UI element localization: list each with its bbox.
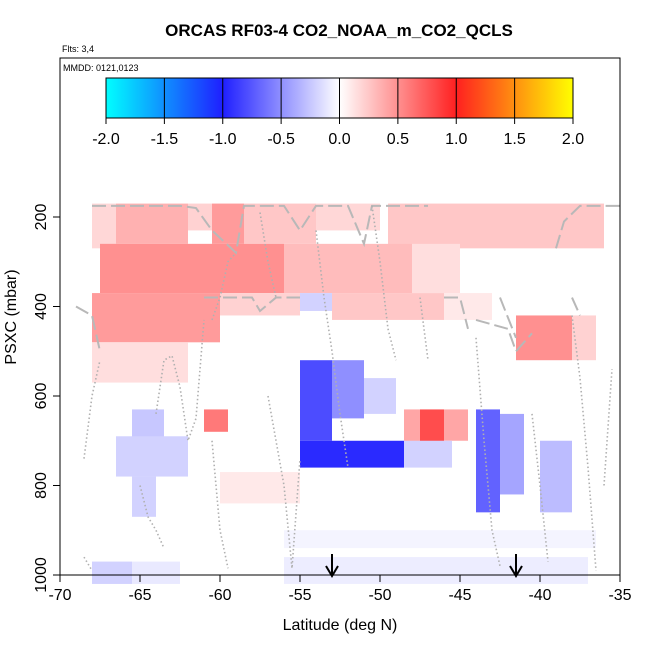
colorbar-tick-label: 0.5 <box>387 131 409 148</box>
flight-track-level-segment <box>75 305 101 352</box>
flight-track-level-segment <box>555 204 620 249</box>
heatmap-cell <box>100 243 284 294</box>
date-label: MMDD: 0121,0123 <box>63 63 139 73</box>
y-tick-label: 600 <box>33 383 50 410</box>
y-tick-label: 800 <box>33 472 50 499</box>
y-axis: 200 400 600 800 1000 <box>33 204 60 593</box>
x-tick-label: -55 <box>288 587 311 604</box>
heatmap-cell <box>132 561 180 584</box>
flight-track-profile-segment <box>371 205 397 361</box>
flight-track-profile-segment <box>83 360 101 459</box>
heatmap-cell <box>220 293 300 316</box>
flight-track-profile-segment <box>419 297 429 361</box>
flight-track-profile-segment <box>267 395 301 569</box>
colorbar-tick-label: 2.0 <box>562 131 584 148</box>
colorbar-tick-label: -1.0 <box>209 131 237 148</box>
heatmap-cell <box>92 342 188 383</box>
heatmap-cell <box>516 315 572 361</box>
transect-markers <box>325 554 523 578</box>
heatmap-cell <box>540 440 572 513</box>
colorbar-tick-label: -1.5 <box>151 131 179 148</box>
chart-title: ORCAS RF03-4 CO2_NOAA_m_CO2_QCLS <box>165 21 513 40</box>
flight-track-level-segment <box>92 204 428 255</box>
flight-track-profile-segment <box>531 413 549 562</box>
heatmap-cell <box>284 243 412 294</box>
flight-track-profile-segment <box>139 485 165 549</box>
heatmap-cell <box>572 315 596 361</box>
x-tick-label: -40 <box>528 587 551 604</box>
y-tick-label: 1000 <box>33 557 50 593</box>
heatmap-cell <box>220 472 300 504</box>
x-axis-label: Latitude (deg N) <box>283 617 398 634</box>
colorbar-tick-label: 1.0 <box>445 131 467 148</box>
x-tick-label: -65 <box>128 587 151 604</box>
transect-arrow-marker <box>509 554 523 578</box>
flight-track-profile-segment <box>259 212 277 298</box>
heatmap-cell <box>204 409 228 432</box>
heatmap-cell <box>364 378 396 414</box>
flight-track-level-segment <box>499 297 517 339</box>
heatmap-cell <box>404 440 452 468</box>
heatmap-cell <box>412 243 460 294</box>
colorbar: -2.0 -1.5 -1.0 -0.5 0.0 0.5 1.0 1.5 2.0 <box>92 77 584 148</box>
heatmap-cell <box>300 293 332 311</box>
flight-track <box>75 204 620 571</box>
heatmap-cell <box>476 409 500 513</box>
heatmap-cell <box>300 440 404 468</box>
flight-track-level-segment <box>475 318 533 354</box>
x-tick-label: -70 <box>48 587 71 604</box>
flights-label: Flts: 3,4 <box>62 44 94 54</box>
flight-track-profile-segment <box>315 230 349 468</box>
heatmap-cell <box>444 409 468 441</box>
colorbar-tick-label: 1.5 <box>504 131 526 148</box>
heatmap-cell <box>92 293 220 343</box>
x-tick-label: -50 <box>368 587 391 604</box>
y-tick-label: 400 <box>33 293 50 320</box>
x-tick-label: -60 <box>208 587 231 604</box>
heatmap-cell <box>116 203 188 244</box>
heatmap-cell <box>284 530 596 549</box>
transect-arrow-marker <box>325 554 339 578</box>
x-tick-label: -45 <box>448 587 471 604</box>
heatmap-cell <box>500 413 524 495</box>
flight-track-profile-segment <box>211 440 229 569</box>
flight-track-profile-segment <box>571 315 597 571</box>
heatmap-cells <box>92 203 604 584</box>
flight-track-level-segment <box>444 296 469 330</box>
plot-frame <box>59 57 621 576</box>
heatmap-cell <box>132 476 156 517</box>
flight-track-profile-segment <box>475 337 501 567</box>
flight-track-level-segment <box>571 297 581 316</box>
heatmap-cell <box>332 293 444 320</box>
y-axis-label: PSXC (mbar) <box>3 269 20 364</box>
flight-track-profile-segment <box>83 556 93 571</box>
colorbar-tick-label: -2.0 <box>92 131 120 148</box>
x-tick-label: -35 <box>608 587 631 604</box>
heatmap-cell <box>388 203 604 249</box>
heatmap-cell <box>116 436 188 477</box>
colorbar-tick-label: -0.5 <box>267 131 295 148</box>
y-tick-label: 200 <box>33 204 50 231</box>
heatmap-cell <box>92 561 132 584</box>
heatmap-cell <box>300 360 332 441</box>
colorbar-tick-label: 0.0 <box>328 131 350 148</box>
flight-track-profile-segment <box>603 369 613 486</box>
colorbar-ticks: -2.0 -1.5 -1.0 -0.5 0.0 0.5 1.0 1.5 2.0 <box>92 78 584 148</box>
heatmap-cell <box>92 203 116 249</box>
flight-track-level-segment <box>204 296 300 313</box>
x-axis: -70 -65 -60 -55 -50 -45 -40 -35 <box>48 575 632 604</box>
